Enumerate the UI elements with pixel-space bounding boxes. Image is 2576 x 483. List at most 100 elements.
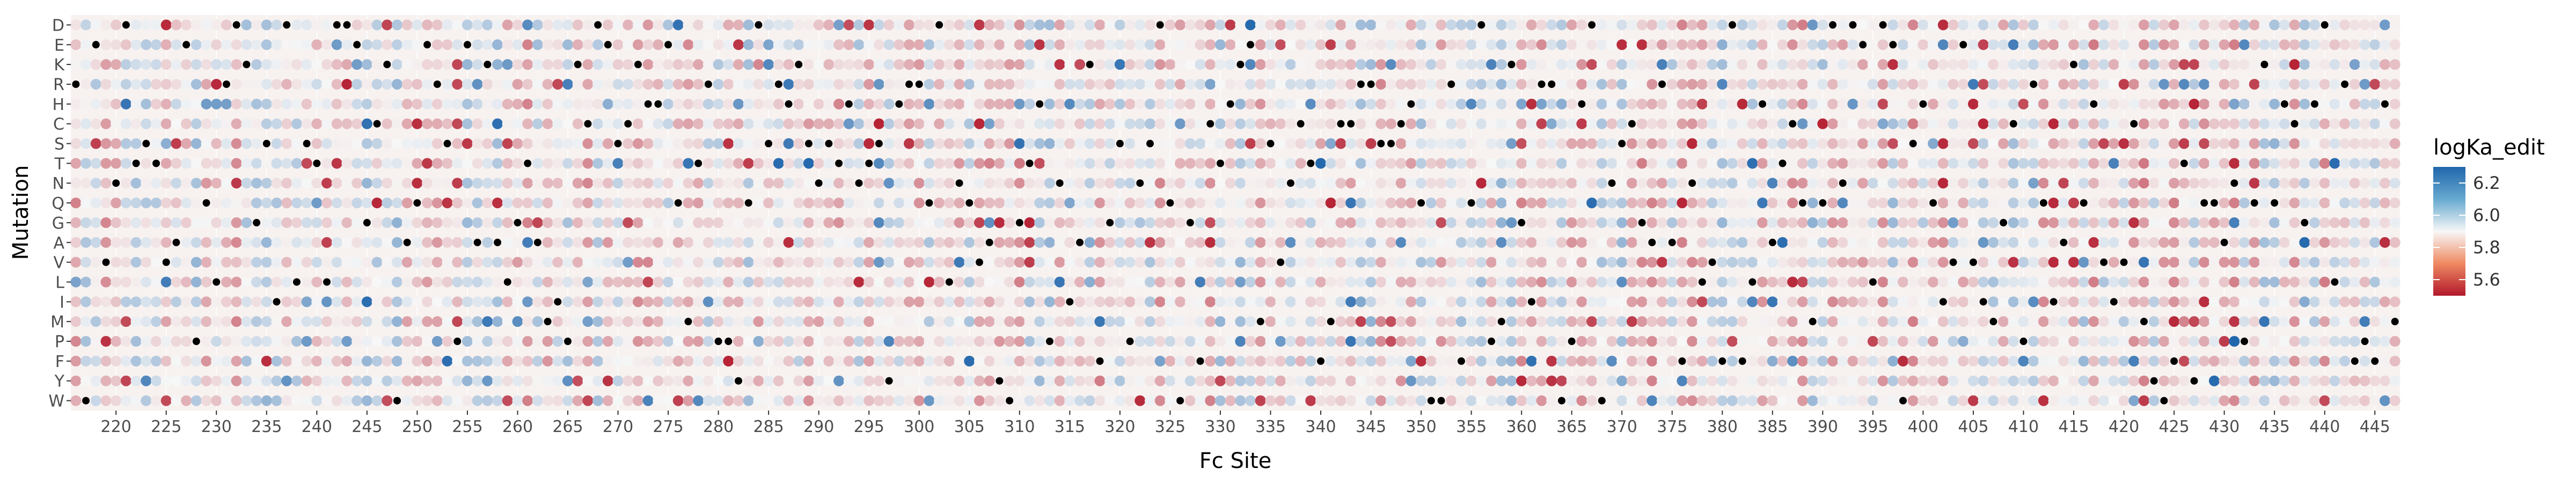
data-point (2309, 39, 2320, 50)
data-point (1887, 19, 1899, 31)
data-point (1787, 197, 1798, 209)
data-point (1747, 78, 1758, 90)
data-point (1817, 217, 1828, 228)
data-point (954, 19, 965, 31)
data-point (1898, 257, 1909, 268)
data-point (151, 98, 162, 109)
data-point (2088, 276, 2099, 288)
data-point (1345, 237, 1357, 248)
data-point (894, 78, 905, 90)
data-point (1496, 276, 1507, 288)
data-point (191, 276, 202, 288)
data-point (512, 257, 523, 268)
data-point (1184, 395, 1196, 406)
data-point (763, 237, 774, 248)
wildtype-point (1477, 21, 1485, 29)
data-point (301, 257, 312, 268)
data-point (1114, 39, 1125, 50)
data-point (1004, 98, 1015, 109)
data-point (1295, 336, 1306, 347)
data-point (642, 197, 654, 209)
data-point (512, 237, 523, 248)
data-point (1406, 237, 1417, 248)
data-point (653, 59, 664, 70)
data-point (1506, 375, 1517, 386)
data-point (2289, 178, 2300, 189)
data-point (1516, 375, 1527, 386)
data-point (241, 158, 252, 169)
data-point (1998, 197, 2009, 209)
data-point (2279, 316, 2290, 327)
data-point (2138, 257, 2149, 268)
data-point (1114, 59, 1125, 70)
data-point (391, 98, 402, 109)
data-point (1094, 257, 1106, 268)
data-point (492, 217, 503, 228)
data-point (311, 19, 323, 31)
data-point (2048, 197, 2059, 209)
data-point (1928, 296, 1939, 308)
data-point (431, 257, 443, 268)
data-point (1335, 336, 1346, 347)
data-point (1616, 197, 1628, 209)
data-point (130, 98, 142, 109)
data-point (1616, 217, 1628, 228)
data-point (602, 237, 613, 248)
data-point (2259, 19, 2270, 31)
data-point (1626, 158, 1637, 169)
data-point (472, 296, 483, 308)
data-point (2098, 217, 2110, 228)
data-point (1978, 78, 1989, 90)
data-point (1596, 217, 1607, 228)
data-point (1436, 118, 1447, 129)
data-point (2319, 138, 2330, 149)
data-point (382, 197, 393, 209)
data-point (1948, 237, 1959, 248)
data-point (1777, 336, 1788, 347)
data-point (271, 375, 282, 386)
data-point (1214, 237, 1226, 248)
wildtype-point (1688, 179, 1696, 187)
data-point (412, 178, 423, 189)
data-point (271, 237, 282, 248)
data-point (2048, 39, 2059, 50)
data-point (632, 118, 643, 129)
data-point (863, 316, 875, 327)
data-point (1787, 355, 1798, 367)
data-point (1104, 59, 1116, 70)
data-point (1817, 19, 1828, 31)
data-point (683, 336, 694, 347)
data-point (2259, 336, 2270, 347)
data-point (1024, 59, 1035, 70)
data-point (1657, 118, 1668, 129)
data-point (2379, 355, 2390, 367)
data-point (1406, 178, 1417, 189)
data-point (2148, 39, 2160, 50)
data-point (1406, 197, 1417, 209)
data-point (2028, 138, 2039, 149)
data-point (1375, 296, 1387, 308)
data-point (1014, 59, 1025, 70)
data-point (632, 237, 643, 248)
data-point (160, 78, 172, 90)
data-point (1205, 257, 1216, 268)
data-point (1586, 118, 1598, 129)
data-point (904, 217, 915, 228)
data-point (532, 138, 543, 149)
data-point (954, 276, 965, 288)
wildtype-point (1618, 140, 1626, 148)
data-point (904, 316, 915, 327)
data-point (1094, 316, 1106, 327)
data-point (1777, 138, 1788, 149)
data-point (141, 217, 152, 228)
data-point (833, 217, 845, 228)
data-point (2189, 178, 2200, 189)
data-point (1004, 19, 1015, 31)
data-point (1285, 98, 1296, 109)
data-point (341, 336, 353, 347)
data-point (2058, 316, 2069, 327)
data-point (371, 355, 383, 367)
data-point (2158, 158, 2170, 169)
data-point (2148, 395, 2160, 406)
data-point (1556, 276, 1567, 288)
